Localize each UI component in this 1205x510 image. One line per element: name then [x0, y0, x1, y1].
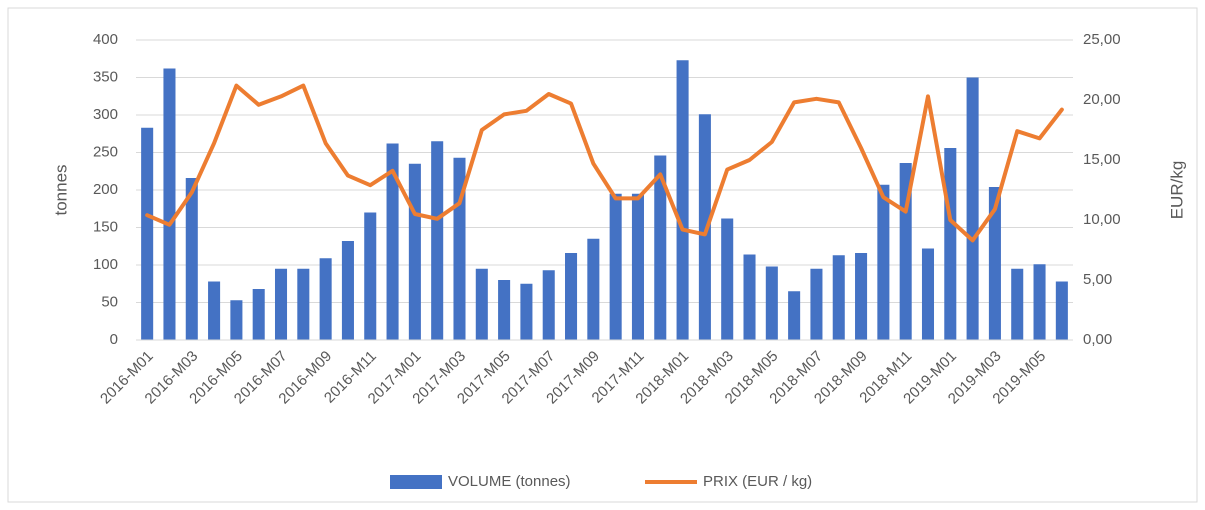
bar [654, 155, 667, 340]
y-tick-label: 50 [101, 293, 118, 310]
bar [966, 77, 979, 340]
bar [631, 193, 644, 340]
legend-label: PRIX (EUR / kg) [703, 473, 812, 490]
bar [230, 300, 243, 340]
y-tick-label: 200 [93, 181, 118, 198]
y2-tick-label: 25,00 [1083, 31, 1121, 48]
bar [788, 291, 801, 340]
bar [721, 218, 734, 340]
y-tick-label: 100 [93, 256, 118, 273]
legend-swatch [390, 475, 442, 489]
bar [542, 270, 555, 340]
bar [765, 266, 778, 340]
bar [810, 268, 823, 340]
bar [208, 281, 221, 340]
bar [743, 254, 756, 340]
y-tick-label: 250 [93, 143, 118, 160]
bar [921, 248, 935, 340]
bar [1055, 281, 1068, 340]
bar [386, 143, 399, 340]
bar [1011, 268, 1024, 340]
bar [609, 193, 622, 340]
bar [698, 114, 711, 340]
bar [364, 212, 377, 340]
y-tick-label: 300 [93, 106, 118, 123]
bar [587, 238, 600, 340]
y-axis-title: tonnes [51, 164, 70, 215]
y-tick-label: 350 [93, 68, 118, 85]
y2-tick-label: 5,00 [1083, 271, 1112, 288]
bar [185, 178, 198, 340]
bar [944, 148, 957, 340]
bar [498, 280, 511, 340]
bar [899, 163, 912, 340]
bar [431, 141, 444, 340]
bar [408, 163, 421, 340]
bar [988, 187, 1001, 340]
bar [274, 268, 288, 340]
bar [319, 258, 332, 340]
bar [141, 127, 154, 340]
y2-tick-label: 10,00 [1083, 211, 1121, 228]
bar [832, 255, 845, 340]
bar [855, 253, 868, 340]
bar [877, 184, 890, 340]
y-tick-label: 150 [93, 218, 118, 235]
bar [565, 253, 578, 340]
bar [1033, 264, 1046, 340]
y2-tick-label: 15,00 [1083, 151, 1121, 168]
bar [475, 268, 488, 340]
y2-tick-label: 0,00 [1083, 331, 1112, 348]
bar [520, 283, 533, 340]
y-tick-label: 0 [110, 331, 118, 348]
bar [676, 60, 689, 340]
bar [297, 268, 310, 340]
bar [163, 68, 176, 340]
y2-tick-label: 20,00 [1083, 91, 1121, 108]
bar [341, 241, 354, 340]
y-tick-label: 400 [93, 31, 118, 48]
y2-axis-title: EUR/kg [1167, 161, 1186, 220]
line [145, 83, 1064, 243]
legend-label: VOLUME (tonnes) [448, 473, 571, 490]
bar [252, 289, 265, 340]
